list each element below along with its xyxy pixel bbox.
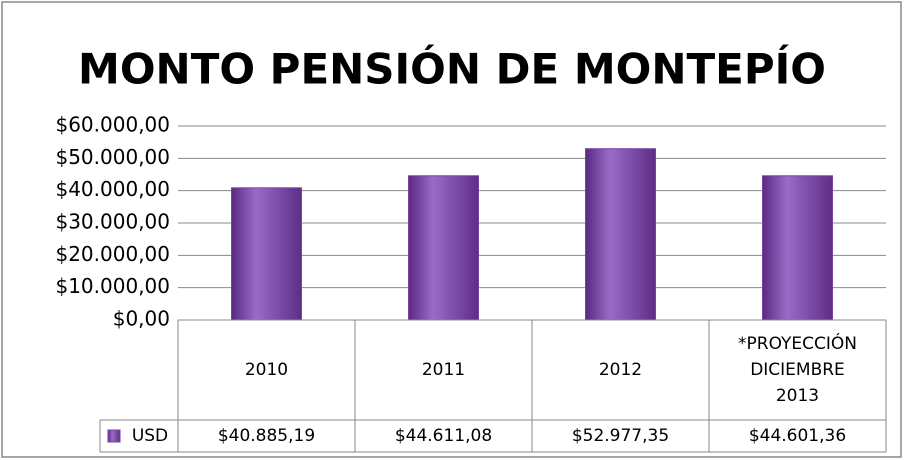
y-tick-label: $10.000,00 [55,274,170,298]
category-label: 2010 [244,360,289,380]
category-label: *PROYECCIÓN DICIEMBRE 2013 [738,334,857,406]
y-tick-label: $20.000,00 [55,242,170,266]
y-tick-label: $50.000,00 [55,145,170,169]
y-tick-label: $0,00 [113,307,170,331]
data-table-value: $44.601,36 [748,426,847,446]
bar [408,175,479,321]
legend-label: USD [131,426,169,446]
bar [231,187,302,321]
data-table-value: $44.611,08 [394,426,493,446]
category-label: 2012 [598,360,643,380]
category-label: 2011 [421,360,466,380]
y-tick-label: $30.000,00 [55,210,170,234]
data-table-value: $40.885,19 [217,426,316,446]
y-tick-label: $60.000,00 [55,113,170,137]
bar [585,148,656,321]
data-table-value: $52.977,35 [571,426,670,446]
y-tick-label: $40.000,00 [55,177,170,201]
legend-marker [107,429,121,443]
chart-title: MONTO PENSIÓN DE MONTEPÍO [78,44,826,94]
bar [762,175,833,321]
